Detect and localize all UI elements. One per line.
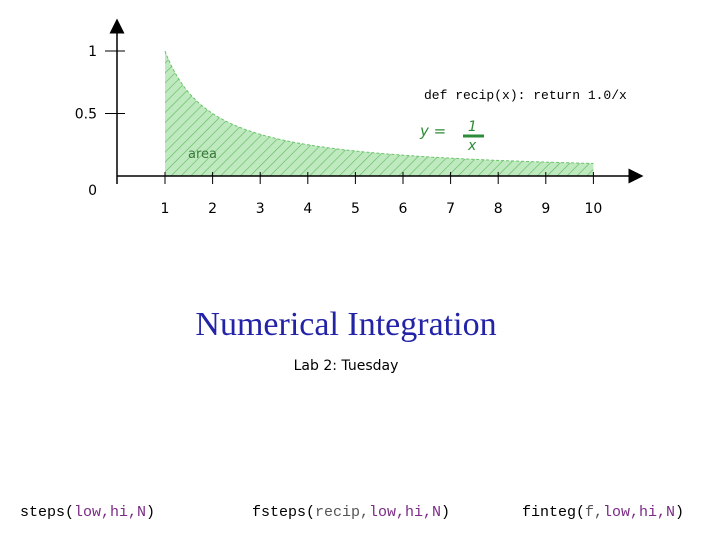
steps-name: steps( [20,504,75,521]
x-tick-label: 3 [256,201,265,217]
y-axis-ticks: 10.50 [75,44,125,199]
finteg-first-arg: f, [585,504,604,521]
fsteps-signature: fsteps(recip,low,hi,N) [252,504,450,521]
reciprocal-area-plot: 10.50 1 2 3 4 5 6 7 8 9 10 def recip(x): return 1… [75,18,644,217]
x-tick-label: 6 [399,201,408,217]
steps-signature: steps(low,hi,N) [20,504,155,521]
finteg-name: finteg( [522,504,586,521]
y-tick-label: 0.5 [75,107,97,123]
code-label: def recip(x): return 1.0/x [424,88,627,103]
formula-denominator: x [467,138,477,154]
formula-lhs: y = [419,122,446,140]
finteg-close: ) [675,504,685,521]
x-tick-label: 7 [446,201,455,217]
x-tick-label: 2 [208,201,217,217]
y-tick-label: 0 [88,183,97,199]
fsteps-name: fsteps( [252,504,316,521]
slide-subtitle: Lab 2: Tuesday [293,358,399,374]
x-tick-label: 4 [303,201,312,217]
x-axis-ticks: 1 2 3 4 5 6 7 8 9 10 [161,172,602,217]
area-label: area [188,147,217,162]
area-under-curve [165,51,594,176]
finteg-signature: finteg(f,low,hi,N) [522,504,684,521]
steps-close: ) [146,504,156,521]
x-tick-label: 9 [541,201,550,217]
fsteps-close: ) [441,504,451,521]
x-tick-label: 10 [584,201,602,217]
slide-title: Numerical Integration [195,306,497,343]
y-tick-label: 1 [88,44,97,60]
x-tick-label: 8 [494,201,503,217]
steps-args: low,hi,N [74,504,147,521]
x-tick-label: 5 [351,201,360,217]
x-tick-label: 1 [161,201,170,217]
formula-numerator: 1 [468,119,477,135]
finteg-args: low,hi,N [603,504,676,521]
reciprocal-curve [164,50,594,164]
fsteps-first-arg: recip, [315,504,370,521]
fsteps-args: low,hi,N [369,504,442,521]
